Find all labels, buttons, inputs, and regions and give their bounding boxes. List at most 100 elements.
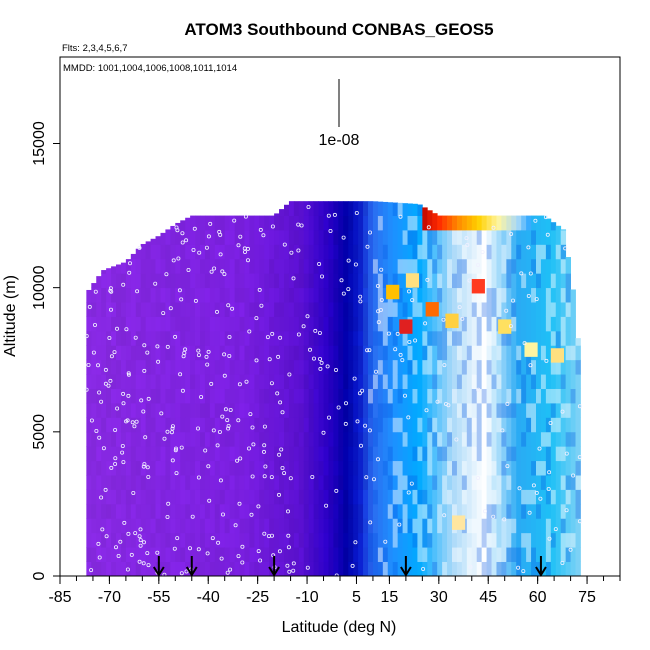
heat-cell — [303, 403, 310, 418]
heat-cell — [382, 287, 389, 303]
sample-point — [165, 344, 170, 349]
sample-point — [465, 242, 470, 247]
heat-cell — [333, 244, 339, 260]
heat-cell — [432, 230, 438, 245]
heat-cell — [363, 359, 369, 375]
heat-cell — [491, 374, 497, 389]
heat-cell — [140, 359, 147, 375]
heat-cell — [486, 446, 492, 462]
heat-cell — [204, 244, 211, 260]
heat-cell — [437, 460, 443, 476]
heat-cell — [447, 518, 453, 534]
sample-point — [142, 462, 147, 467]
heat-cell — [353, 316, 359, 332]
heat-cell — [318, 215, 324, 231]
heat-cell — [348, 532, 354, 548]
sample-point — [242, 246, 247, 251]
heat-cell — [540, 316, 547, 332]
heat-cell — [190, 287, 196, 303]
heat-cell — [461, 503, 468, 519]
heat-cell — [185, 345, 191, 361]
heat-cell — [249, 446, 255, 462]
sample-point — [106, 383, 111, 388]
heat-cell — [521, 460, 527, 476]
heat-cell — [407, 374, 413, 389]
heat-cell — [496, 446, 502, 462]
heat-cell — [531, 561, 537, 577]
heat-cell — [313, 244, 319, 260]
sample-point — [343, 421, 348, 426]
heat-cell — [318, 446, 324, 462]
heat-cell — [511, 287, 517, 303]
heat-cell — [239, 431, 245, 447]
heat-cell — [308, 475, 315, 490]
sample-point — [238, 234, 243, 239]
heat-cell — [402, 203, 408, 216]
heat-cell — [368, 330, 374, 346]
heat-cell — [338, 359, 344, 375]
sample-point — [441, 317, 446, 322]
heat-cell — [531, 330, 537, 346]
heat-cell — [150, 287, 156, 303]
sample-point — [350, 563, 355, 568]
heat-cell — [545, 244, 552, 260]
heat-cell — [560, 316, 567, 332]
heat-cell — [456, 460, 463, 476]
heat-cell — [130, 258, 137, 274]
heat-cell — [165, 345, 171, 361]
heat-cell — [402, 489, 408, 505]
heat-cell — [461, 561, 468, 577]
heat-cell — [214, 316, 221, 332]
heat-cell — [249, 359, 255, 375]
heat-cell — [363, 374, 369, 389]
heat-cell — [269, 561, 275, 577]
heat-cell — [86, 431, 92, 447]
heat-cell — [120, 374, 127, 389]
heat-cell — [145, 446, 151, 462]
sample-point — [113, 461, 118, 466]
heat-cell — [313, 518, 319, 534]
heat-cell — [422, 374, 428, 389]
sample-point — [324, 503, 329, 508]
sample-point — [263, 464, 268, 469]
heat-cell — [526, 244, 532, 260]
heat-cell — [160, 345, 166, 361]
heat-cell — [239, 215, 245, 231]
sample-point — [180, 231, 185, 236]
heat-cell — [145, 359, 151, 375]
heat-cell — [377, 330, 384, 346]
heat-cell — [219, 547, 226, 562]
heat-cell — [209, 258, 216, 274]
heat-cell — [180, 302, 186, 317]
heat-cell — [377, 475, 384, 490]
heat-cell — [536, 518, 542, 534]
heat-cell — [313, 431, 319, 447]
heat-cell — [511, 417, 517, 433]
heat-cell — [195, 489, 201, 505]
heat-cell — [274, 532, 280, 548]
heat-cell — [288, 460, 295, 476]
heat-cell — [343, 215, 349, 231]
heat-cell — [125, 475, 132, 490]
heat-cell — [229, 287, 235, 303]
heat-cell — [501, 417, 507, 433]
sample-point — [121, 401, 126, 406]
heat-cell — [160, 330, 166, 346]
heat-cell — [550, 388, 557, 404]
sample-point — [244, 379, 249, 384]
heat-cell — [116, 561, 122, 577]
heat-cell — [328, 201, 334, 216]
heat-cell — [447, 446, 453, 462]
heat-cell — [264, 359, 270, 375]
heat-cell — [249, 287, 255, 303]
heat-cell — [516, 388, 522, 404]
heat-cell — [308, 244, 315, 260]
heat-cell — [155, 330, 161, 346]
heat-cell — [377, 345, 384, 361]
heat-cell — [412, 302, 418, 317]
heat-cell — [536, 316, 542, 332]
heat-cell — [150, 258, 156, 274]
heat-cell — [150, 273, 156, 289]
sample-point — [275, 391, 280, 396]
sample-point — [326, 415, 331, 420]
